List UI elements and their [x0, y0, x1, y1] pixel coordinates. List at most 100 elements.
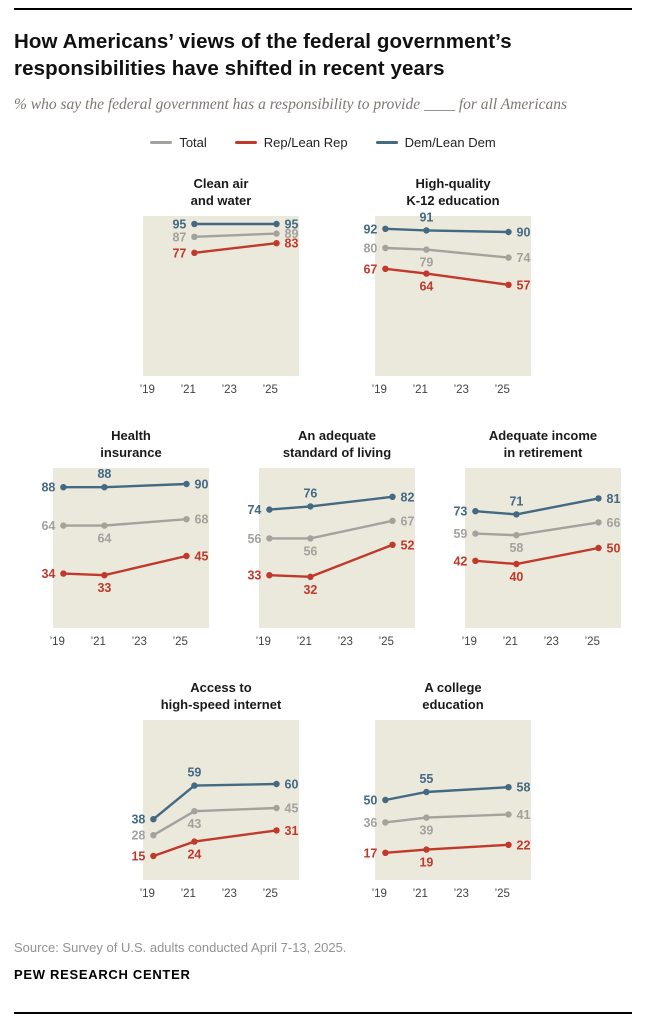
charts-row-3: Access to high-speed internet ’19 ’21 ’23 ’…	[14, 680, 632, 908]
svg-text:’25: ’25	[495, 384, 510, 396]
svg-text:22: 22	[517, 838, 531, 852]
line-chart-canvas: ’19 ’21 ’23 ’25 74 76 82 56 56 67 33 32 52	[247, 468, 415, 648]
svg-text:’21: ’21	[181, 888, 196, 900]
svg-text:57: 57	[517, 279, 531, 293]
svg-text:’19: ’19	[140, 384, 155, 396]
legend-item-total: Total	[150, 135, 207, 151]
chart-title: Adequate income in retirement	[488, 428, 598, 461]
svg-text:82: 82	[401, 490, 415, 504]
svg-text:’19: ’19	[256, 636, 271, 648]
chart-health-insurance: Health insurance ’19 ’21 ’23 ’25 88 88 90 64 64 6…	[19, 428, 215, 656]
svg-text:’21: ’21	[91, 636, 106, 648]
legend-item-dem: Dem/Lean Dem	[375, 135, 496, 151]
svg-text:91: 91	[419, 211, 433, 225]
svg-text:66: 66	[607, 516, 621, 530]
svg-text:50: 50	[363, 793, 377, 807]
svg-text:90: 90	[517, 226, 531, 240]
svg-text:83: 83	[285, 237, 299, 251]
chart-title: Health insurance	[100, 428, 162, 461]
svg-text:74: 74	[247, 503, 261, 517]
svg-text:’23: ’23	[454, 888, 469, 900]
svg-text:55: 55	[419, 772, 433, 786]
svg-text:95: 95	[172, 218, 186, 232]
svg-text:76: 76	[303, 486, 317, 500]
svg-text:’21: ’21	[503, 636, 518, 648]
svg-text:’25: ’25	[379, 636, 394, 648]
svg-text:’23: ’23	[132, 636, 147, 648]
svg-text:87: 87	[172, 231, 186, 245]
svg-text:’25: ’25	[263, 888, 278, 900]
legend-line-icon	[234, 141, 257, 145]
chart-title: An adequate standard of living	[282, 428, 392, 461]
svg-text:’25: ’25	[263, 384, 278, 396]
svg-text:67: 67	[401, 514, 415, 528]
svg-text:67: 67	[363, 263, 377, 277]
legend-label: Total	[179, 135, 207, 151]
legend-line-icon	[375, 141, 398, 145]
svg-text:17: 17	[363, 846, 377, 860]
chart-title: Access to high-speed internet	[160, 680, 282, 712]
svg-text:50: 50	[607, 542, 621, 556]
chart-retirement-income: Adequate income in retirement ’19 ’21 ’23 ’…	[431, 428, 627, 656]
svg-text:’23: ’23	[222, 888, 237, 900]
svg-text:92: 92	[363, 223, 377, 237]
svg-text:90: 90	[195, 478, 209, 492]
svg-text:33: 33	[247, 569, 261, 583]
svg-text:73: 73	[453, 505, 467, 519]
svg-text:59: 59	[187, 765, 201, 779]
svg-text:’19: ’19	[50, 636, 65, 648]
line-chart-canvas: ’19 ’21 ’23 ’25 50 55 58 36 39 41 17 19 22	[363, 719, 531, 900]
svg-text:’25: ’25	[495, 888, 510, 900]
chart-k12-education: High-quality K-12 education ’19 ’21 ’23 ’25…	[341, 176, 537, 404]
svg-text:80: 80	[363, 242, 377, 256]
svg-text:’23: ’23	[338, 636, 353, 648]
svg-text:’23: ’23	[544, 636, 559, 648]
line-chart-canvas: ’19 ’21 ’23 ’25 38 59 60 28 43 45 15 24 31	[131, 719, 299, 900]
svg-text:15: 15	[131, 849, 145, 863]
svg-text:68: 68	[195, 513, 209, 527]
svg-text:79: 79	[419, 256, 433, 270]
page-subtitle: % who say the federal government has a r…	[14, 96, 568, 114]
svg-text:59: 59	[453, 527, 467, 541]
svg-text:58: 58	[509, 541, 523, 555]
svg-text:32: 32	[303, 583, 317, 597]
svg-text:43: 43	[187, 817, 201, 831]
line-chart-canvas: ’19 ’21 ’23 ’25 88 88 90 64 64 68 34 33 45	[41, 467, 209, 648]
legend-label: Dem/Lean Dem	[404, 135, 496, 151]
charts-row-1: Clean air and water ’19’21’23’25 95 95 87 89…	[14, 176, 632, 404]
svg-text:’19: ’19	[462, 636, 477, 648]
svg-text:95: 95	[285, 218, 299, 232]
svg-text:’19: ’19	[140, 888, 155, 900]
svg-text:’25: ’25	[585, 636, 600, 648]
svg-text:56: 56	[303, 544, 317, 558]
svg-text:39: 39	[419, 823, 433, 837]
svg-text:33: 33	[97, 581, 111, 595]
svg-text:40: 40	[509, 570, 523, 584]
svg-text:71: 71	[509, 494, 523, 508]
svg-text:45: 45	[195, 550, 209, 564]
legend-label: Rep/Lean Rep	[263, 135, 348, 151]
svg-text:45: 45	[285, 801, 299, 815]
svg-text:60: 60	[285, 777, 299, 791]
chart-clean-air-and-water: Clean air and water ’19’21’23’25 95 95 87 89…	[109, 176, 305, 404]
svg-text:’23: ’23	[222, 384, 237, 396]
legend-item-rep: Rep/Lean Rep	[234, 135, 348, 151]
chart-title: High-quality K-12 education	[406, 176, 500, 209]
svg-text:42: 42	[453, 554, 467, 568]
svg-text:34: 34	[41, 567, 55, 581]
svg-text:24: 24	[187, 847, 201, 861]
bottom-divider	[14, 1012, 632, 1014]
svg-text:64: 64	[97, 532, 111, 546]
svg-text:’21: ’21	[413, 888, 428, 900]
line-chart-canvas: ’19 ’21 ’23 ’25 92 91 90 80 79 74 67 64 57	[363, 211, 531, 396]
svg-text:88: 88	[41, 481, 55, 495]
svg-text:89: 89	[285, 227, 299, 241]
line-chart-canvas: ’19 ’21 ’23 ’25 73 71 81 59 58 66 42 40 50	[453, 468, 621, 648]
svg-text:’21: ’21	[297, 636, 312, 648]
brand-footer: PEW RESEARCH CENTER	[14, 966, 191, 982]
svg-text:77: 77	[172, 247, 186, 261]
svg-text:41: 41	[517, 808, 531, 822]
chart-college-education: A college education ’19 ’21 ’23 ’25 50 55 58 36…	[341, 680, 537, 908]
